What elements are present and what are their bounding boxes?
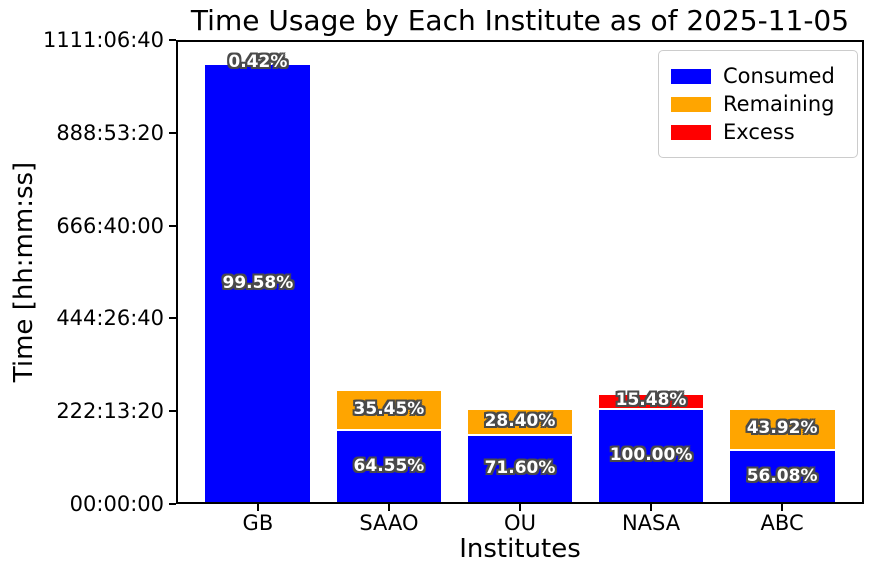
y-tick-mark [169, 39, 176, 41]
bar-abc-consumed [729, 451, 835, 504]
remaining-swatch [671, 96, 711, 112]
legend-label-remaining: Remaining [723, 92, 835, 116]
legend-label-consumed: Consumed [723, 64, 835, 88]
y-tick-mark [169, 317, 176, 320]
x-tick-mark [519, 504, 521, 511]
x-tick-label-nasa: NASA [621, 511, 681, 535]
percent-label-abc-consumed: 56.08% [746, 465, 818, 486]
x-tick-label-ou: OU [504, 511, 536, 535]
excess-swatch [671, 124, 711, 140]
y-tick-label: 222:13:20 [56, 399, 164, 424]
x-tick-label-abc: ABC [760, 511, 804, 535]
y-axis-label: Time [hh:mm:ss] [9, 161, 39, 383]
percent-label-saao-consumed: 64.55% [353, 455, 425, 476]
bar-ou-remaining [467, 409, 573, 437]
x-tick-label-saao: SAAO [359, 511, 419, 535]
y-tick-label: 00:00:00 [69, 492, 164, 516]
legend-row-remaining: Remaining [671, 92, 845, 116]
consumed-swatch [671, 68, 711, 84]
bar-gb-remaining [205, 63, 311, 66]
percent-label-ou-remaining: 28.40% [484, 410, 556, 431]
bar-gb-consumed [205, 65, 311, 504]
x-tick-mark [387, 504, 390, 511]
percent-label-gb-consumed: 99.58% [222, 272, 294, 293]
percent-label-gb-remaining: 0.42% [228, 52, 288, 73]
y-tick-label: 444:26:40 [56, 306, 164, 331]
x-tick-mark [650, 504, 653, 511]
y-tick-label: 666:40:00 [56, 213, 164, 238]
bar-saao-remaining [336, 391, 442, 432]
percent-label-ou-consumed: 71.60% [484, 458, 556, 479]
bar-abc-remaining [729, 409, 835, 452]
percent-label-nasa-excess: 15.48% [615, 390, 687, 411]
legend-label-excess: Excess [723, 120, 795, 144]
bar-ou-consumed [467, 436, 573, 504]
x-axis-label: Institutes [459, 534, 581, 564]
y-tick-mark [169, 503, 176, 505]
bar-nasa-excess [598, 394, 704, 410]
legend-row-consumed: Consumed [671, 64, 845, 88]
y-tick-mark [169, 224, 176, 227]
legend-row-excess: Excess [671, 120, 845, 144]
x-tick-mark [781, 504, 784, 511]
legend-box: Consumed Remaining Excess [658, 50, 858, 158]
chart-title: Time Usage by Each Institute as of 2025-… [190, 4, 850, 37]
x-tick-label-gb: GB [242, 511, 274, 535]
y-tick-mark [169, 410, 176, 413]
bar-nasa-consumed [598, 409, 704, 504]
y-tick-label: 888:53:20 [56, 120, 164, 145]
percent-label-saao-remaining: 35.45% [353, 399, 425, 420]
percent-label-nasa-consumed: 100.00% [609, 444, 693, 465]
y-tick-mark [169, 131, 176, 134]
x-tick-mark [256, 504, 259, 511]
bar-saao-consumed [336, 431, 442, 504]
percent-label-abc-remaining: 43.92% [746, 418, 818, 439]
y-tick-label: 1111:06:40 [42, 28, 164, 52]
